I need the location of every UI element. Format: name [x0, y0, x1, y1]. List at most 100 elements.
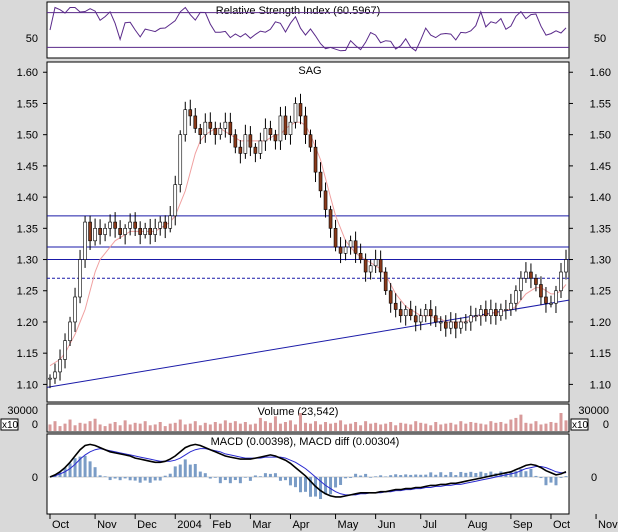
- x-tick-label: Jul: [423, 519, 437, 531]
- volume-bar: [344, 424, 348, 431]
- candle-body: [223, 121, 228, 129]
- candle-body: [258, 140, 263, 154]
- volume-zero-left: 0: [32, 419, 38, 431]
- candle-body: [283, 115, 288, 135]
- volume-bar: [434, 422, 438, 431]
- volume-bar: [98, 424, 102, 431]
- volume-bar: [364, 421, 368, 431]
- volume-bar: [143, 421, 147, 431]
- candle-body: [348, 240, 353, 248]
- candle-body: [554, 290, 558, 304]
- candle-body: [133, 221, 137, 229]
- candle-body: [534, 277, 538, 285]
- volume-bar: [374, 422, 378, 431]
- candle-body: [453, 321, 458, 329]
- candle-body: [393, 302, 398, 310]
- x-tick-label: Dec: [137, 519, 157, 531]
- candle-body: [128, 221, 132, 229]
- candle-body: [138, 228, 142, 235]
- candle-body: [443, 321, 448, 329]
- x-tick-label: Apr: [292, 519, 309, 531]
- candle-body: [549, 302, 553, 305]
- candle-body: [313, 146, 318, 173]
- volume-panel: Volume (23,542) 30000 30000 x10 0 x10 0: [0, 403, 609, 433]
- price-y-tick-left: 1.10: [17, 379, 38, 391]
- volume-bar: [384, 423, 388, 431]
- price-y-tick-left: 1.55: [17, 98, 38, 110]
- volume-bar: [243, 422, 247, 431]
- volume-bar: [128, 424, 132, 431]
- rsi-frame: [46, 1, 570, 59]
- volume-bar: [329, 423, 333, 431]
- volume-bar: [53, 421, 57, 431]
- candle-body: [123, 228, 127, 235]
- volume-bar: [504, 423, 508, 431]
- volume-bar: [564, 420, 568, 431]
- candle-body: [484, 309, 488, 317]
- candle-body: [378, 259, 383, 273]
- candle-body: [203, 121, 208, 135]
- rsi-panel: Relative Strength Index (60.5967) 50 50: [26, 1, 606, 59]
- candle-body: [68, 321, 72, 341]
- x-tick-label: 2004: [177, 519, 201, 531]
- price-y-tick-right: 1.45: [590, 161, 611, 173]
- candle-body: [243, 134, 248, 154]
- candle-body: [519, 277, 523, 292]
- volume-bar: [268, 422, 272, 431]
- volume-bar: [499, 422, 503, 431]
- candle-body: [163, 221, 168, 229]
- volume-bar: [494, 422, 498, 431]
- candle-body: [293, 103, 298, 123]
- candle-body: [323, 190, 328, 210]
- volume-bar: [509, 419, 513, 431]
- x-tick-label: Nov: [97, 519, 117, 531]
- candle-body: [58, 359, 62, 373]
- candle-body: [433, 315, 438, 323]
- volume-bar: [293, 424, 297, 431]
- price-y-tick-left: 1.20: [17, 317, 38, 329]
- candle-body: [98, 228, 102, 235]
- candle-body: [108, 221, 112, 229]
- candle-body: [438, 321, 443, 324]
- candle-body: [88, 221, 92, 242]
- x-tick-label: Sep: [513, 519, 533, 531]
- volume-bar: [544, 423, 548, 431]
- x-tick-label: Feb: [212, 519, 231, 531]
- candle-body: [479, 309, 483, 317]
- volume-bar: [273, 416, 277, 431]
- macd-signal-line: [49, 448, 566, 496]
- volume-bar: [359, 425, 363, 431]
- volume-bar: [148, 425, 152, 431]
- volume-bar: [524, 422, 528, 431]
- candle-body: [273, 134, 278, 142]
- volume-bar: [193, 421, 197, 431]
- x-tick-label: Oct: [52, 519, 69, 531]
- candle-body: [509, 302, 513, 310]
- candle-body: [268, 128, 273, 135]
- candle-body: [143, 228, 147, 235]
- volume-bar: [198, 425, 202, 431]
- price-panel: SAG 1.60 1.60 1.55 1.55 1.50 1.50 1.45 1.45 1.40…: [17, 61, 611, 403]
- candle-body: [253, 146, 258, 154]
- candle-body: [373, 259, 378, 267]
- candle-body: [153, 228, 158, 235]
- volume-bar: [334, 422, 338, 431]
- candle-body: [383, 271, 388, 292]
- volume-bar: [559, 413, 563, 431]
- volume-bar: [123, 420, 127, 431]
- volume-bar: [73, 425, 77, 431]
- candle-body: [338, 246, 343, 254]
- volume-bar: [474, 422, 478, 431]
- volume-bar: [163, 426, 167, 431]
- candle-body: [303, 115, 308, 135]
- candle-body: [368, 265, 373, 273]
- volume-bar: [118, 425, 122, 431]
- volume-bar: [278, 423, 282, 431]
- volume-bar: [399, 422, 403, 431]
- volume-bar: [303, 422, 307, 431]
- candle-body: [233, 134, 238, 148]
- volume-bar: [449, 422, 453, 431]
- volume-bar: [223, 420, 227, 431]
